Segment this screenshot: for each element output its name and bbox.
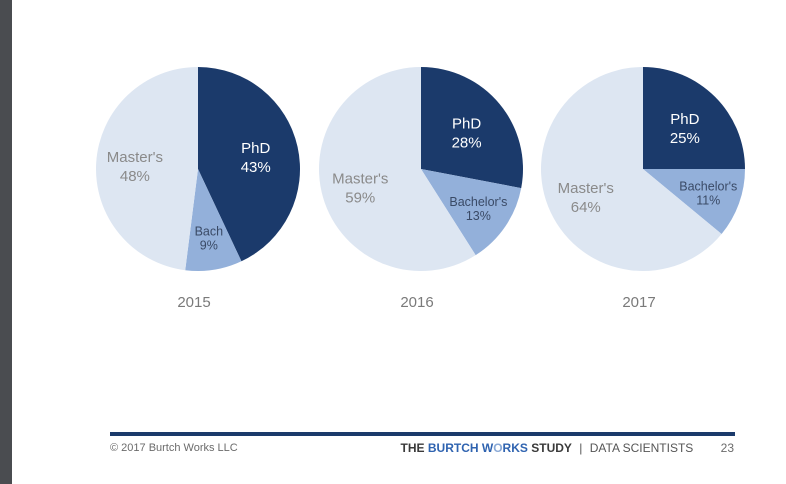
slice-value-bachelor-s-2016: 13%: [466, 209, 491, 223]
footer-rule: [110, 432, 735, 436]
slice-value-phd-2017: 25%: [670, 130, 700, 147]
slice-label-phd-2017: PhD: [670, 111, 699, 128]
slice-value-phd-2015: 43%: [241, 159, 271, 176]
slice-value-master-s-2017: 64%: [571, 199, 601, 216]
slice-phd-2015: [198, 67, 300, 262]
chart-year-label-2017: 2017: [622, 294, 655, 311]
slice-bachelor-s-2015: [185, 169, 242, 272]
footer-copyright: © 2017 Burtch Works LLC: [110, 442, 238, 454]
slice-phd-2017: [643, 67, 745, 169]
slice-phd-2016: [421, 67, 523, 189]
brand-burtch: BURTCH: [427, 441, 479, 455]
slice-master-s-2017: [541, 67, 722, 271]
chart-year-label-2015: 2015: [177, 294, 210, 311]
slice-label-master-s-2016: Master's: [332, 171, 388, 188]
page-number: 23: [720, 441, 734, 455]
slice-value-master-s-2015: 48%: [120, 168, 150, 185]
slice-label-phd-2015: PhD: [241, 140, 270, 157]
slice-master-s-2016: [319, 67, 476, 271]
brand-the: THE: [400, 441, 425, 455]
pie-chart-2017: PhD 25% Bachelor's11% Master's 64% 2017: [541, 67, 745, 311]
slice-value-bachelor-s-2015: 9%: [200, 239, 218, 253]
brand-works-rks: RKS: [502, 441, 528, 455]
slice-label-bachelor-s-2015: Bach: [195, 225, 224, 239]
slice-label-phd-2016: PhD: [452, 115, 481, 132]
slice-label-master-s-2015: Master's: [107, 149, 163, 166]
footer-brand: THE BURTCH WORKS STUDY | DATA SCIENTISTS…: [401, 441, 734, 455]
footer-section: DATA SCIENTISTS: [589, 441, 694, 455]
brand-works-o: O: [493, 441, 503, 455]
pie-chart-2016: PhD 28% Bachelor's13% Master's 59% 2016: [319, 67, 523, 311]
slice-label-master-s-2017: Master's: [558, 180, 614, 197]
brand-works-w: W: [481, 441, 494, 455]
slice-value-master-s-2016: 59%: [345, 190, 375, 207]
slice-value-bachelor-s-2017: 11%: [696, 193, 720, 207]
brand-works: WORKS: [482, 441, 528, 455]
slice-bachelor-s-2017: [643, 169, 745, 235]
chart-year-label-2016: 2016: [400, 294, 433, 311]
slice-label-bachelor-s-2016: Bachelor's: [449, 195, 507, 209]
slice-label-bachelor-s-2017: Bachelor's: [679, 179, 737, 193]
footer-separator: |: [579, 441, 583, 455]
slice-value-phd-2016: 28%: [452, 134, 482, 151]
slice-master-s-2015: [95, 67, 198, 271]
left-edge-bar: [0, 0, 12, 484]
brand-study: STUDY: [531, 441, 572, 455]
slice-bachelor-s-2016: [421, 169, 522, 256]
